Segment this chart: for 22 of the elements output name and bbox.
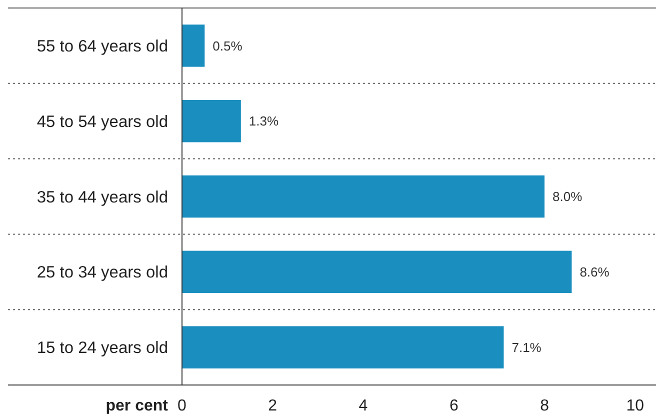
y-tick-label: 45 to 54 years old: [36, 112, 168, 131]
bar: [182, 100, 241, 142]
x-tick-label: 10: [626, 398, 644, 415]
y-tick-label: 25 to 34 years old: [36, 264, 168, 282]
x-axis-title: per cent: [106, 398, 169, 415]
data-label: 8.6%: [580, 264, 610, 280]
bar: [182, 175, 545, 218]
y-tick-label: 35 to 44 years old: [36, 188, 168, 206]
x-tick-label: 0: [178, 398, 187, 415]
bar: [182, 250, 572, 294]
x-tick-label: 6: [449, 398, 458, 415]
x-tick-label: 2: [268, 398, 278, 415]
y-tick-label: 55 to 64 years old: [36, 37, 168, 56]
bar: [182, 326, 504, 368]
data-label: 8.0%: [552, 189, 583, 204]
data-label: 0.5%: [212, 38, 243, 54]
data-label: 7.1%: [512, 340, 542, 355]
x-tick-label: 8: [540, 398, 550, 415]
x-tick-label: 4: [358, 398, 368, 415]
bar: [182, 24, 205, 67]
y-tick-label: 15 to 24 years old: [36, 339, 168, 358]
data-label: 1.3%: [248, 114, 279, 129]
